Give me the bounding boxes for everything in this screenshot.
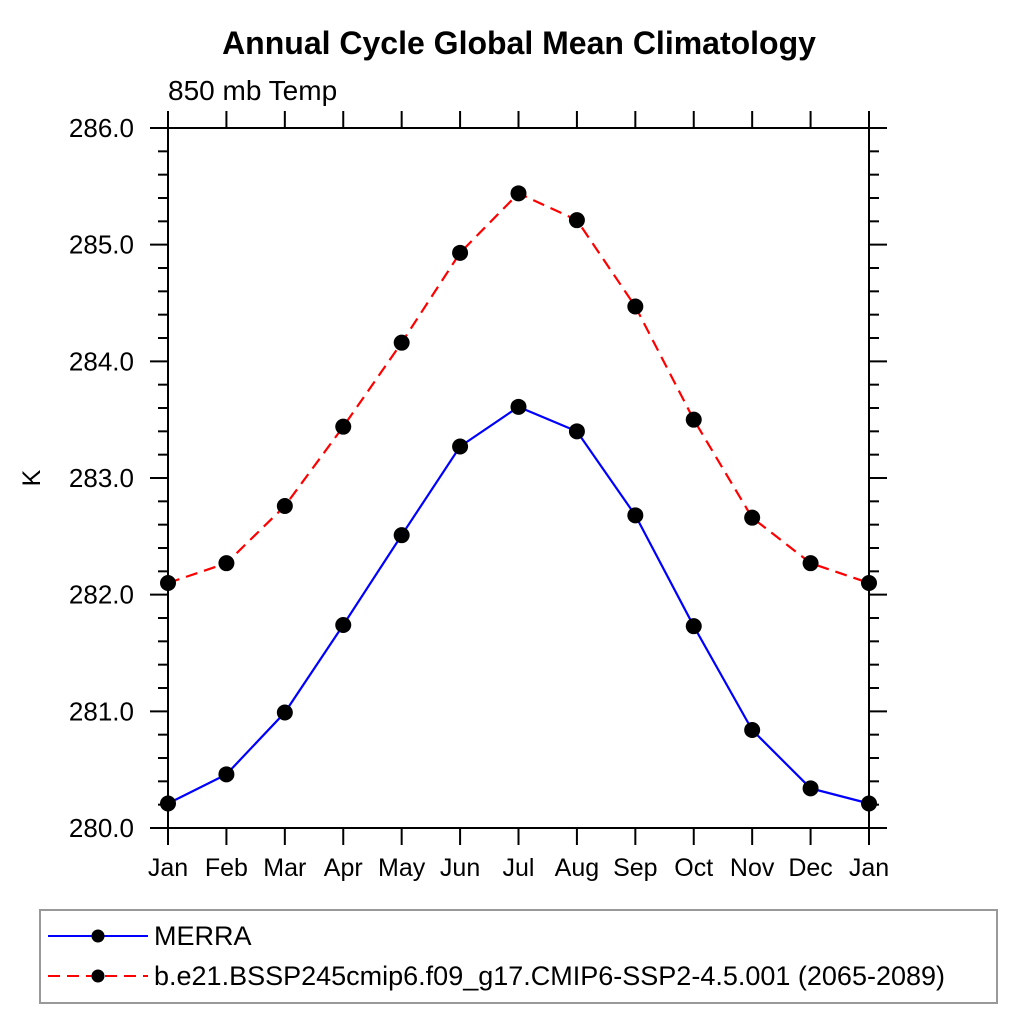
x-tick-label: Jan: [148, 854, 188, 882]
chart-subtitle: 850 mb Temp: [168, 75, 337, 106]
legend-merra-marker-icon: [91, 929, 105, 943]
plot-frame: [167, 127, 870, 829]
x-tick-label: Mar: [263, 854, 306, 882]
x-tick-label: May: [378, 854, 426, 882]
y-axis-unit-label: K: [18, 469, 46, 486]
series-1-marker: [218, 555, 235, 572]
series-0-marker: [160, 795, 176, 812]
series-0-marker: [627, 507, 644, 524]
series-1-marker: [393, 334, 410, 351]
series-1-marker: [510, 185, 527, 202]
series-0-marker: [744, 722, 761, 738]
x-tick-label: Apr: [324, 854, 363, 882]
x-tick-label: Sep: [613, 854, 657, 882]
series-1-marker: [744, 509, 761, 526]
series-1-marker: [276, 498, 293, 514]
y-tick-label: 282.0: [69, 580, 134, 610]
series-0-marker: [802, 780, 819, 797]
series-0-marker: [685, 618, 702, 635]
series-1-marker: [160, 575, 176, 591]
series-0-marker: [393, 527, 410, 544]
y-tick-label: 283.0: [69, 463, 134, 493]
y-tick-label: 280.0: [69, 813, 134, 843]
series-0-marker: [452, 438, 469, 455]
y-tick-label: 286.0: [69, 113, 134, 143]
series-1-marker: [685, 411, 702, 428]
series-0-line: [167, 405, 870, 805]
x-tick-label: Jul: [503, 854, 535, 882]
legend-model-label: b.e21.BSSP245cmip6.f09_g17.CMIP6-SSP2-4.…: [154, 961, 945, 991]
legend-box: MERRA b.e21.BSSP245cmip6.f09_g17.CMIP6-S…: [39, 909, 998, 1004]
series-1-marker: [802, 555, 819, 572]
series-0-marker: [568, 423, 585, 440]
plot-layer: 280.0 281.0 282.0 283.0 284.0 285.0 286.0 Jan Fe…: [69, 111, 889, 882]
series-1-marker: [627, 298, 644, 315]
series-0-marker: [218, 766, 235, 783]
x-tick-label: Nov: [730, 854, 775, 882]
x-tick-label: Oct: [674, 854, 713, 882]
x-tick-label: Feb: [205, 854, 248, 882]
series-1-marker: [568, 212, 585, 229]
series-0-marker: [276, 704, 293, 721]
y-tick-label: 285.0: [69, 230, 134, 260]
series-0-marker: [861, 795, 877, 812]
x-tick-label: Jan: [849, 854, 889, 882]
series-1-line: [167, 192, 870, 585]
legend-model-marker-icon: [91, 969, 105, 983]
series-1-marker: [452, 244, 469, 261]
series-1-marker: [335, 418, 352, 435]
legend-merra-label: MERRA: [154, 921, 252, 951]
legend-border: [39, 909, 998, 1004]
x-tick-label: Aug: [555, 854, 599, 882]
x-tick-label: Dec: [788, 854, 832, 882]
series-0-marker: [510, 398, 527, 415]
y-tick-label: 284.0: [69, 346, 134, 376]
series-1-marker: [861, 575, 877, 591]
x-tick-label: Jun: [440, 854, 480, 882]
series-0-marker: [335, 617, 352, 633]
y-tick-label: 281.0: [69, 696, 134, 726]
chart-title: Annual Cycle Global Mean Climatology: [222, 25, 816, 61]
